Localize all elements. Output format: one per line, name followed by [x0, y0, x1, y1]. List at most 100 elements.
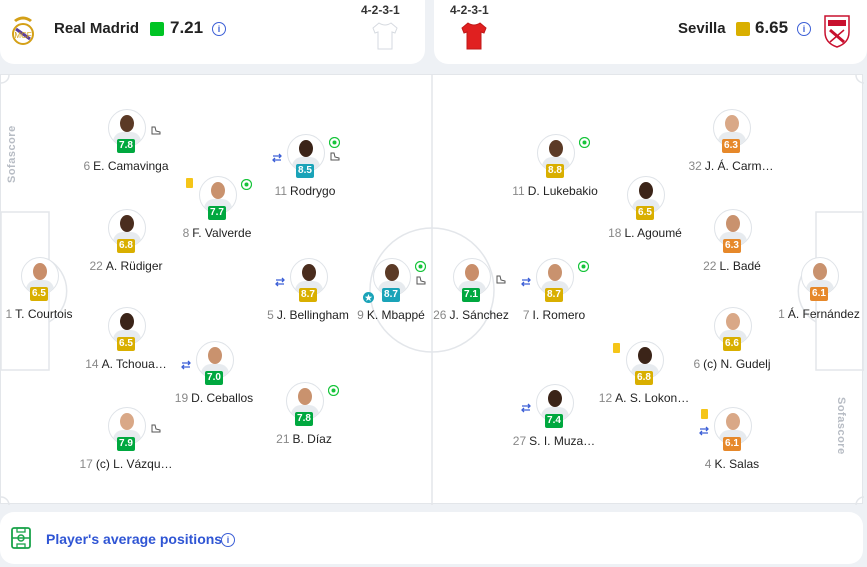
player-name-text: J. Á. Carm…	[704, 159, 774, 173]
player-rating: 7.8	[295, 412, 313, 426]
avatar-head	[120, 115, 134, 132]
player-number: 19	[174, 391, 189, 405]
avatar-head	[638, 347, 652, 364]
player-rating: 6.1	[810, 287, 828, 301]
avatar-head	[302, 264, 316, 281]
away-team-rating: 6.65	[755, 18, 789, 37]
player-name[interactable]: 18 L. Agoumé	[585, 226, 705, 240]
pitch-icon	[11, 527, 31, 549]
player-name-text: S. I. Muza…	[529, 434, 596, 448]
substitution-icon	[699, 426, 709, 436]
player-name-text: B. Díaz	[292, 432, 332, 446]
goal-icon	[578, 261, 589, 272]
player-name[interactable]: 6 (c) N. Gudelj	[672, 357, 792, 371]
player-name-text: A. Tchoua…	[101, 357, 167, 371]
player-name[interactable]: 1 Á. Fernández	[759, 307, 867, 321]
average-positions-info-icon[interactable]: i	[221, 533, 235, 547]
away-team-name[interactable]: Sevilla	[678, 20, 726, 37]
avatar-head	[299, 140, 313, 157]
home-team-name[interactable]: Real Madrid	[54, 20, 140, 37]
player-rating: 6.5	[117, 337, 135, 351]
player-number: 21	[276, 432, 290, 446]
player-name[interactable]: 14 A. Tchoua…	[66, 357, 186, 371]
average-positions-label[interactable]: Player's average positions	[46, 531, 223, 547]
avatar-head	[726, 413, 740, 430]
goal-icon	[329, 137, 340, 148]
player-number: 14	[85, 357, 99, 371]
avatar-head	[385, 264, 399, 281]
avatar-head	[725, 115, 739, 132]
player-name[interactable]: 12 A. S. Lokon…	[584, 391, 704, 405]
home-rating-square	[150, 22, 164, 36]
sevilla-crest-icon	[824, 15, 850, 48]
player-name-text: A. S. Lokon…	[615, 391, 690, 405]
player-name[interactable]: 32 J. Á. Carm…	[671, 159, 791, 173]
home-kit-icon	[372, 22, 398, 50]
player-name[interactable]: 11 D. Lukebakio	[495, 184, 615, 198]
player-name[interactable]: 8 F. Valverde	[157, 226, 277, 240]
assist-boot-icon	[151, 424, 161, 433]
player-rating: 6.8	[635, 371, 653, 385]
avatar-head	[120, 215, 134, 232]
avatar-head	[298, 388, 312, 405]
player-name-text: Á. Fernández	[787, 307, 860, 321]
player-rating: 6.3	[723, 239, 741, 253]
goal-icon	[415, 261, 426, 272]
goal-icon	[241, 179, 252, 190]
player-number: 22	[89, 259, 103, 273]
player-number: 32	[688, 159, 702, 173]
home-team-rating: 7.21	[170, 18, 204, 37]
player-name[interactable]: 17 (c) L. Vázqu…	[66, 457, 186, 471]
player-rating: 8.7	[299, 288, 317, 302]
player-rating: 6.1	[723, 437, 741, 451]
away-team-header: 4-2-3-1 Sevilla 6.65 i	[434, 0, 867, 64]
player-number: 12	[598, 391, 613, 405]
player-number: 11	[512, 184, 525, 198]
player-name[interactable]: 22 L. Badé	[672, 259, 792, 273]
player-name[interactable]: 26 J. Sánchez	[411, 308, 531, 322]
assist-boot-icon	[330, 152, 340, 161]
avatar-head	[548, 264, 562, 281]
player-rating: 7.0	[205, 371, 223, 385]
player-rating: 6.6	[723, 337, 741, 351]
player-name[interactable]: 6 E. Camavinga	[66, 159, 186, 173]
player-number: 11	[274, 184, 288, 198]
goal-icon	[579, 137, 590, 148]
player-avatar[interactable]	[21, 257, 59, 295]
player-number: 5	[267, 308, 274, 322]
player-name-text: D. Lukebakio	[527, 184, 598, 198]
real-madrid-crest-icon: MCF	[12, 16, 34, 45]
player-rating: 7.9	[117, 437, 135, 451]
home-rating-info-icon[interactable]: i	[212, 22, 226, 36]
player-name[interactable]: 9 K. Mbappé	[331, 308, 451, 322]
player-number: 27	[512, 434, 527, 448]
player-name[interactable]: 7 I. Romero	[494, 308, 614, 322]
substitution-icon	[181, 360, 191, 370]
player-name[interactable]: 11 Rodrygo	[245, 184, 365, 198]
player-rating: 6.8	[117, 239, 135, 253]
player-name[interactable]: 27 S. I. Muza…	[494, 434, 614, 448]
player-number: 4	[704, 457, 712, 471]
away-rating-info-icon[interactable]: i	[797, 22, 811, 36]
avatar-head	[813, 263, 827, 280]
player-name-text: A. Rüdiger	[105, 259, 163, 273]
avatar-head	[548, 390, 562, 407]
player-name[interactable]: 21 B. Díaz	[244, 432, 364, 446]
player-name[interactable]: 4 K. Salas	[672, 457, 792, 471]
avatar-head	[726, 215, 740, 232]
avatar-head	[120, 413, 134, 430]
player-name[interactable]: 22 A. Rüdiger	[66, 259, 186, 273]
player-name[interactable]: 5 J. Bellingham	[248, 308, 368, 322]
player-number: 7	[522, 308, 530, 322]
assist-boot-icon	[496, 275, 506, 284]
player-rating: 6.5	[30, 287, 48, 301]
player-name[interactable]: 1 T. Courtois	[0, 307, 99, 321]
player-name[interactable]: 19 D. Ceballos	[154, 391, 274, 405]
player-number: 6	[83, 159, 91, 173]
goal-icon	[328, 385, 339, 396]
player-name-text: (c) L. Vázqu…	[95, 457, 173, 471]
svg-text:MCF: MCF	[14, 31, 31, 40]
away-formation: 4-2-3-1	[450, 3, 489, 17]
avatar-head	[208, 347, 222, 364]
average-positions-bar[interactable]: Player's average positions i	[0, 512, 863, 564]
